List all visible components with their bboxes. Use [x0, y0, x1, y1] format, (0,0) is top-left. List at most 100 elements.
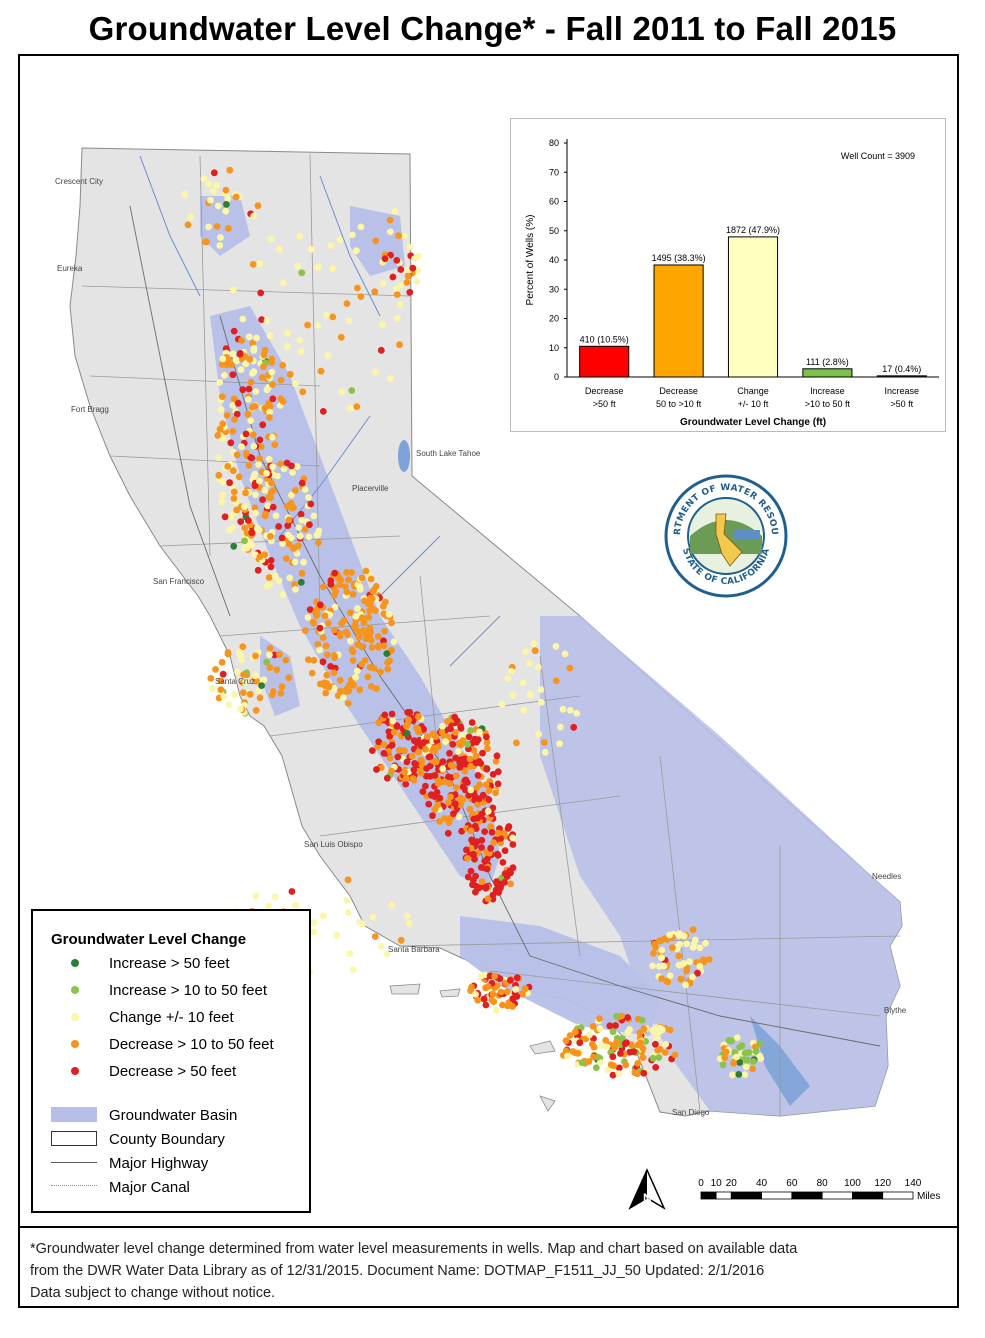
- legend-dot: [71, 1040, 79, 1048]
- well-dot: [589, 1040, 596, 1048]
- well-dot: [243, 449, 250, 457]
- x-axis-label: Groundwater Level Change (ft): [680, 417, 826, 428]
- scale-tick-label: 120: [874, 1178, 891, 1189]
- well-dot: [269, 381, 276, 388]
- well-dot: [404, 272, 412, 280]
- well-dot: [288, 888, 296, 895]
- well-dot: [379, 321, 386, 329]
- well-dot: [241, 679, 249, 687]
- well-dot: [702, 939, 709, 947]
- well-dot: [465, 792, 473, 799]
- well-dot: [250, 212, 258, 220]
- well-dot: [330, 652, 338, 659]
- well-dot: [218, 361, 226, 368]
- well-dot: [380, 642, 388, 650]
- well-dot: [410, 737, 418, 745]
- well-dot: [313, 612, 320, 619]
- well-dot: [256, 455, 263, 462]
- well-dot: [459, 737, 467, 744]
- bar: [653, 264, 704, 378]
- well-dot: [339, 694, 347, 701]
- well-dot: [409, 264, 417, 272]
- well-dot: [295, 524, 303, 531]
- well-dot: [559, 705, 567, 713]
- well-dot: [250, 442, 258, 450]
- well-dot: [483, 765, 491, 773]
- well-dot: [314, 322, 322, 329]
- well-dot: [216, 379, 224, 386]
- well-dot: [612, 1022, 619, 1029]
- well-dot: [489, 771, 497, 778]
- well-dot: [324, 352, 332, 359]
- well-dot: [615, 1070, 623, 1077]
- well-dot: [380, 610, 388, 618]
- well-dot: [343, 569, 350, 576]
- well-dot: [343, 588, 351, 596]
- well-dot: [279, 398, 287, 405]
- well-dot: [278, 534, 286, 542]
- well-dot: [316, 646, 323, 654]
- well-dot: [266, 664, 274, 671]
- well-dot: [216, 425, 224, 433]
- well-dot: [596, 1025, 604, 1033]
- well-dot: [338, 388, 346, 396]
- well-dot: [353, 403, 361, 410]
- well-dot: [343, 897, 351, 904]
- well-dot: [252, 491, 259, 499]
- well-dot: [271, 441, 279, 449]
- well-dot: [622, 1061, 630, 1069]
- well-dot: [349, 648, 357, 656]
- well-dot: [213, 223, 221, 230]
- well-dot: [639, 1054, 647, 1061]
- well-dot: [228, 361, 235, 369]
- well-dot: [438, 728, 446, 736]
- well-dot: [353, 247, 360, 255]
- well-dot: [738, 1042, 746, 1049]
- well-dot: [233, 451, 241, 459]
- well-dot: [237, 705, 244, 713]
- well-dot: [292, 586, 299, 593]
- well-dot: [322, 642, 330, 650]
- well-dot: [617, 1050, 624, 1057]
- well-dot: [249, 431, 257, 439]
- well-dot: [371, 933, 379, 940]
- well-dot: [349, 590, 357, 598]
- well-dot: [615, 1064, 623, 1072]
- well-dot: [184, 221, 192, 229]
- well-dot: [347, 609, 354, 617]
- well-dot: [741, 1071, 749, 1078]
- well-dot: [722, 1048, 730, 1056]
- well-dot: [355, 633, 363, 641]
- well-dot: [261, 512, 269, 520]
- well-dot: [405, 716, 412, 724]
- well-dot: [205, 223, 213, 231]
- well-dot: [267, 563, 275, 571]
- well-dot: [287, 534, 295, 542]
- well-dot: [222, 186, 230, 194]
- well-dot: [743, 1056, 750, 1064]
- data-label: 1495 (38.3%): [652, 253, 706, 263]
- well-dot: [321, 612, 329, 620]
- well-dot: [229, 402, 237, 409]
- footnote-line-1: *Groundwater level change determined fro…: [30, 1241, 798, 1257]
- well-dot: [660, 962, 668, 970]
- well-dot: [640, 1069, 648, 1077]
- well-dot: [372, 237, 380, 245]
- well-dot: [379, 280, 387, 287]
- well-dot: [403, 730, 411, 737]
- well-dot: [269, 688, 277, 695]
- y-tick-label: 30: [549, 284, 559, 294]
- well-dot: [345, 681, 353, 689]
- well-dot: [359, 920, 366, 928]
- well-dot: [436, 818, 443, 825]
- well-dot: [309, 618, 317, 626]
- well-dot: [245, 333, 253, 341]
- well-dot: [336, 632, 344, 640]
- well-dot: [650, 949, 657, 957]
- well-dot: [682, 981, 689, 989]
- well-dot: [276, 651, 283, 658]
- well-dot: [390, 638, 398, 646]
- well-dot: [205, 180, 213, 188]
- well-dot: [512, 985, 520, 993]
- well-dot: [310, 656, 318, 664]
